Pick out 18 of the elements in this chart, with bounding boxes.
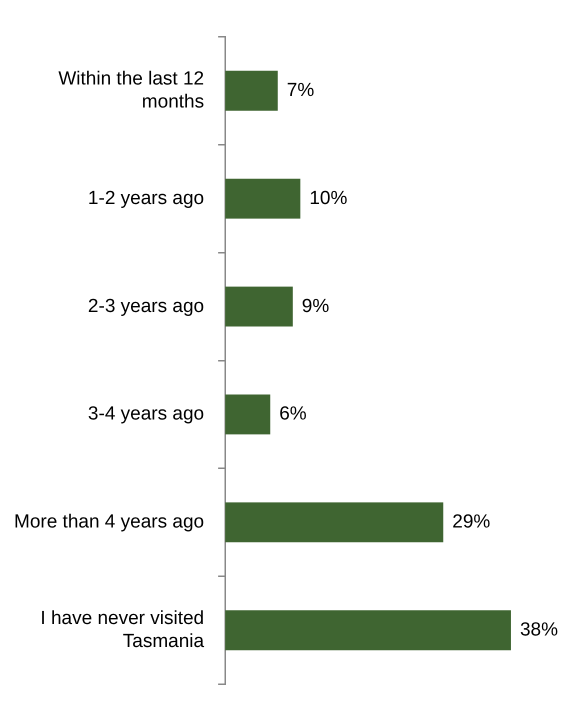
y-tick-label: 1-2 years ago (88, 188, 204, 209)
data-label: 7% (286, 80, 314, 101)
data-label: 9% (302, 296, 330, 317)
data-label: 38% (520, 619, 558, 640)
data-label: 29% (452, 512, 490, 533)
y-tick-label: Within the last 12 months (58, 68, 204, 112)
bar (225, 394, 270, 434)
y-tick-label: 2-3 years ago (88, 296, 204, 317)
bar (225, 610, 511, 650)
data-label: 6% (279, 404, 307, 425)
y-tick-label: I have never visited Tasmania (40, 608, 205, 652)
y-tick-label: 3-4 years ago (88, 404, 204, 425)
bar (225, 502, 444, 542)
y-tick-label: More than 4 years ago (14, 512, 204, 533)
bar (225, 178, 300, 219)
bar (225, 70, 278, 111)
data-label: 10% (309, 188, 348, 209)
bar (225, 286, 293, 327)
